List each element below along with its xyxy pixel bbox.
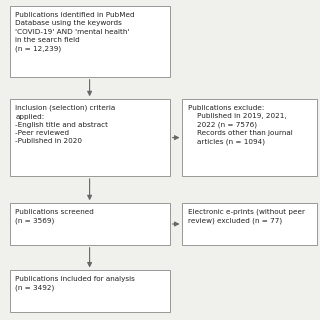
Text: Publications screened
(n = 3569): Publications screened (n = 3569) bbox=[15, 209, 94, 224]
Text: Publications identified in PubMed
Database using the keywords
'COVID-19' AND 'me: Publications identified in PubMed Databa… bbox=[15, 12, 135, 52]
FancyBboxPatch shape bbox=[10, 6, 170, 77]
FancyBboxPatch shape bbox=[10, 203, 170, 245]
FancyBboxPatch shape bbox=[10, 270, 170, 312]
FancyBboxPatch shape bbox=[182, 99, 317, 176]
FancyBboxPatch shape bbox=[182, 203, 317, 245]
FancyBboxPatch shape bbox=[10, 99, 170, 176]
Text: Publications included for analysis
(n = 3492): Publications included for analysis (n = … bbox=[15, 276, 135, 291]
Text: Electronic e-prints (without peer
review) excluded (n = 77): Electronic e-prints (without peer review… bbox=[188, 209, 305, 224]
Text: Inclusion (selection) criteria
applied:
-English title and abstract
-Peer review: Inclusion (selection) criteria applied: … bbox=[15, 105, 116, 144]
Text: Publications exclude:
    Published in 2019, 2021,
    2022 (n = 7576)
    Recor: Publications exclude: Published in 2019,… bbox=[188, 105, 293, 145]
